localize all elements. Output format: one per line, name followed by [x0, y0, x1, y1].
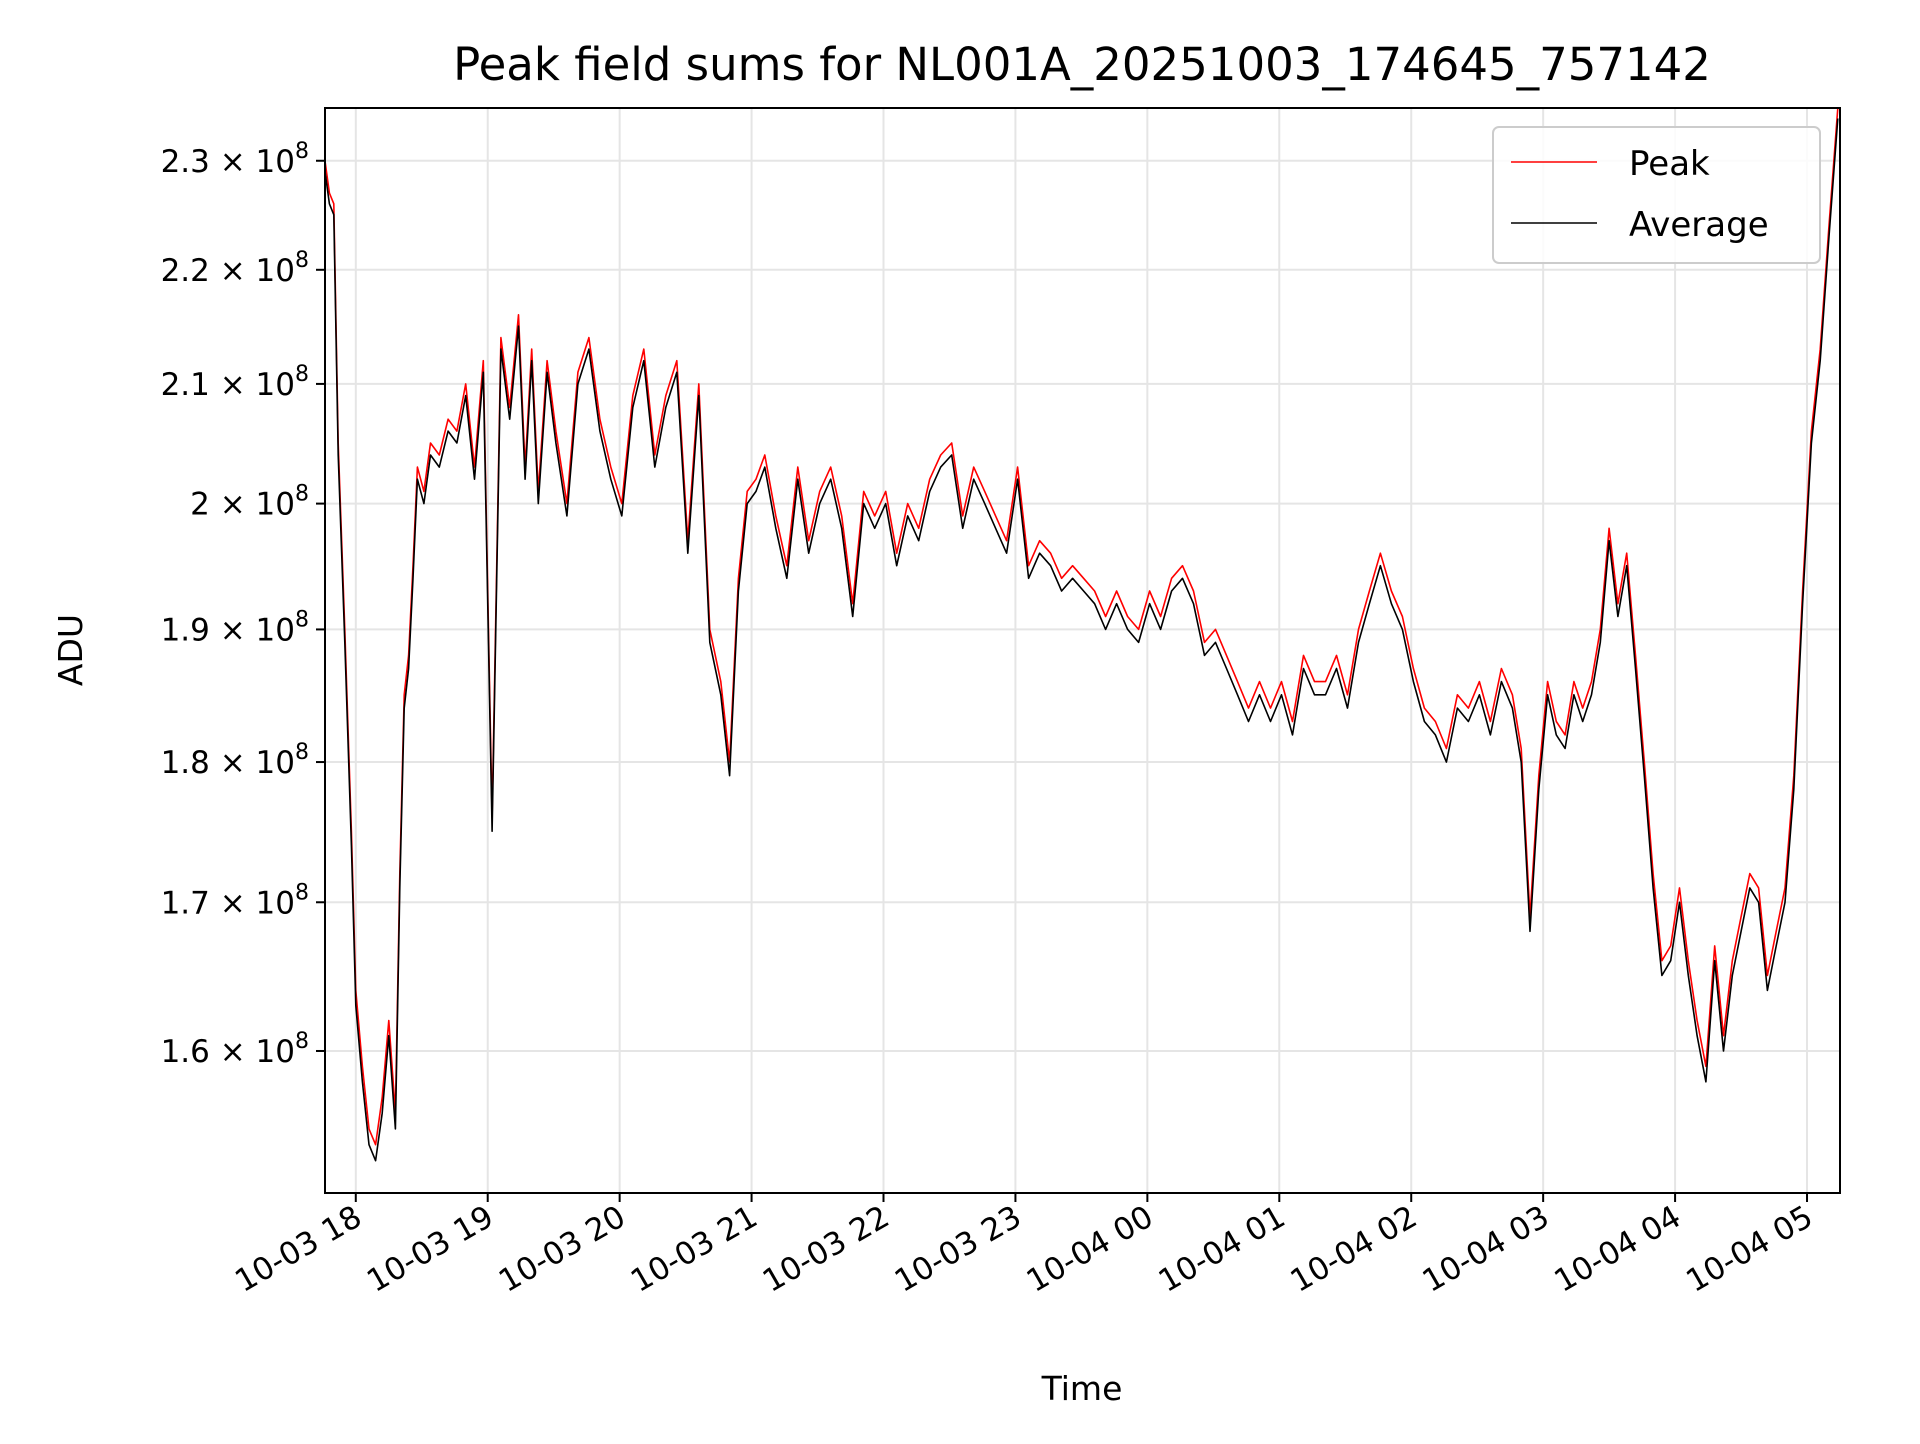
- legend-peak-label: Peak: [1629, 144, 1710, 184]
- y-tick-label: 2 × 108: [190, 482, 309, 523]
- y-tick-label: 1.6 × 108: [161, 1029, 309, 1070]
- grid: [325, 108, 1840, 1193]
- y-tick-label: 2.3 × 108: [161, 139, 309, 180]
- y-tick-label: 1.8 × 108: [161, 740, 309, 781]
- y-axis-label: ADU: [51, 614, 90, 686]
- y-tick-label: 2.1 × 108: [161, 362, 309, 403]
- y-tick-label: 1.9 × 108: [161, 607, 309, 648]
- x-axis-label: Time: [1041, 1369, 1123, 1408]
- legend-average-label: Average: [1629, 205, 1769, 245]
- chart-title: Peak field sums for NL001A_20251003_1746…: [453, 38, 1711, 91]
- series-line-average: [325, 118, 1839, 1162]
- y-axis: 1.6 × 108 1.7 × 108 1.8 × 108 1.9 × 108 2 × …: [161, 139, 325, 1070]
- series-layer: [325, 108, 1839, 1162]
- y-tick-label: 1.7 × 108: [161, 880, 309, 921]
- y-tick-label: 2.2 × 108: [161, 248, 309, 289]
- legend-box: [1492, 126, 1821, 264]
- legend: Peak Average: [1492, 126, 1821, 264]
- plot-frame: [324, 107, 1841, 1194]
